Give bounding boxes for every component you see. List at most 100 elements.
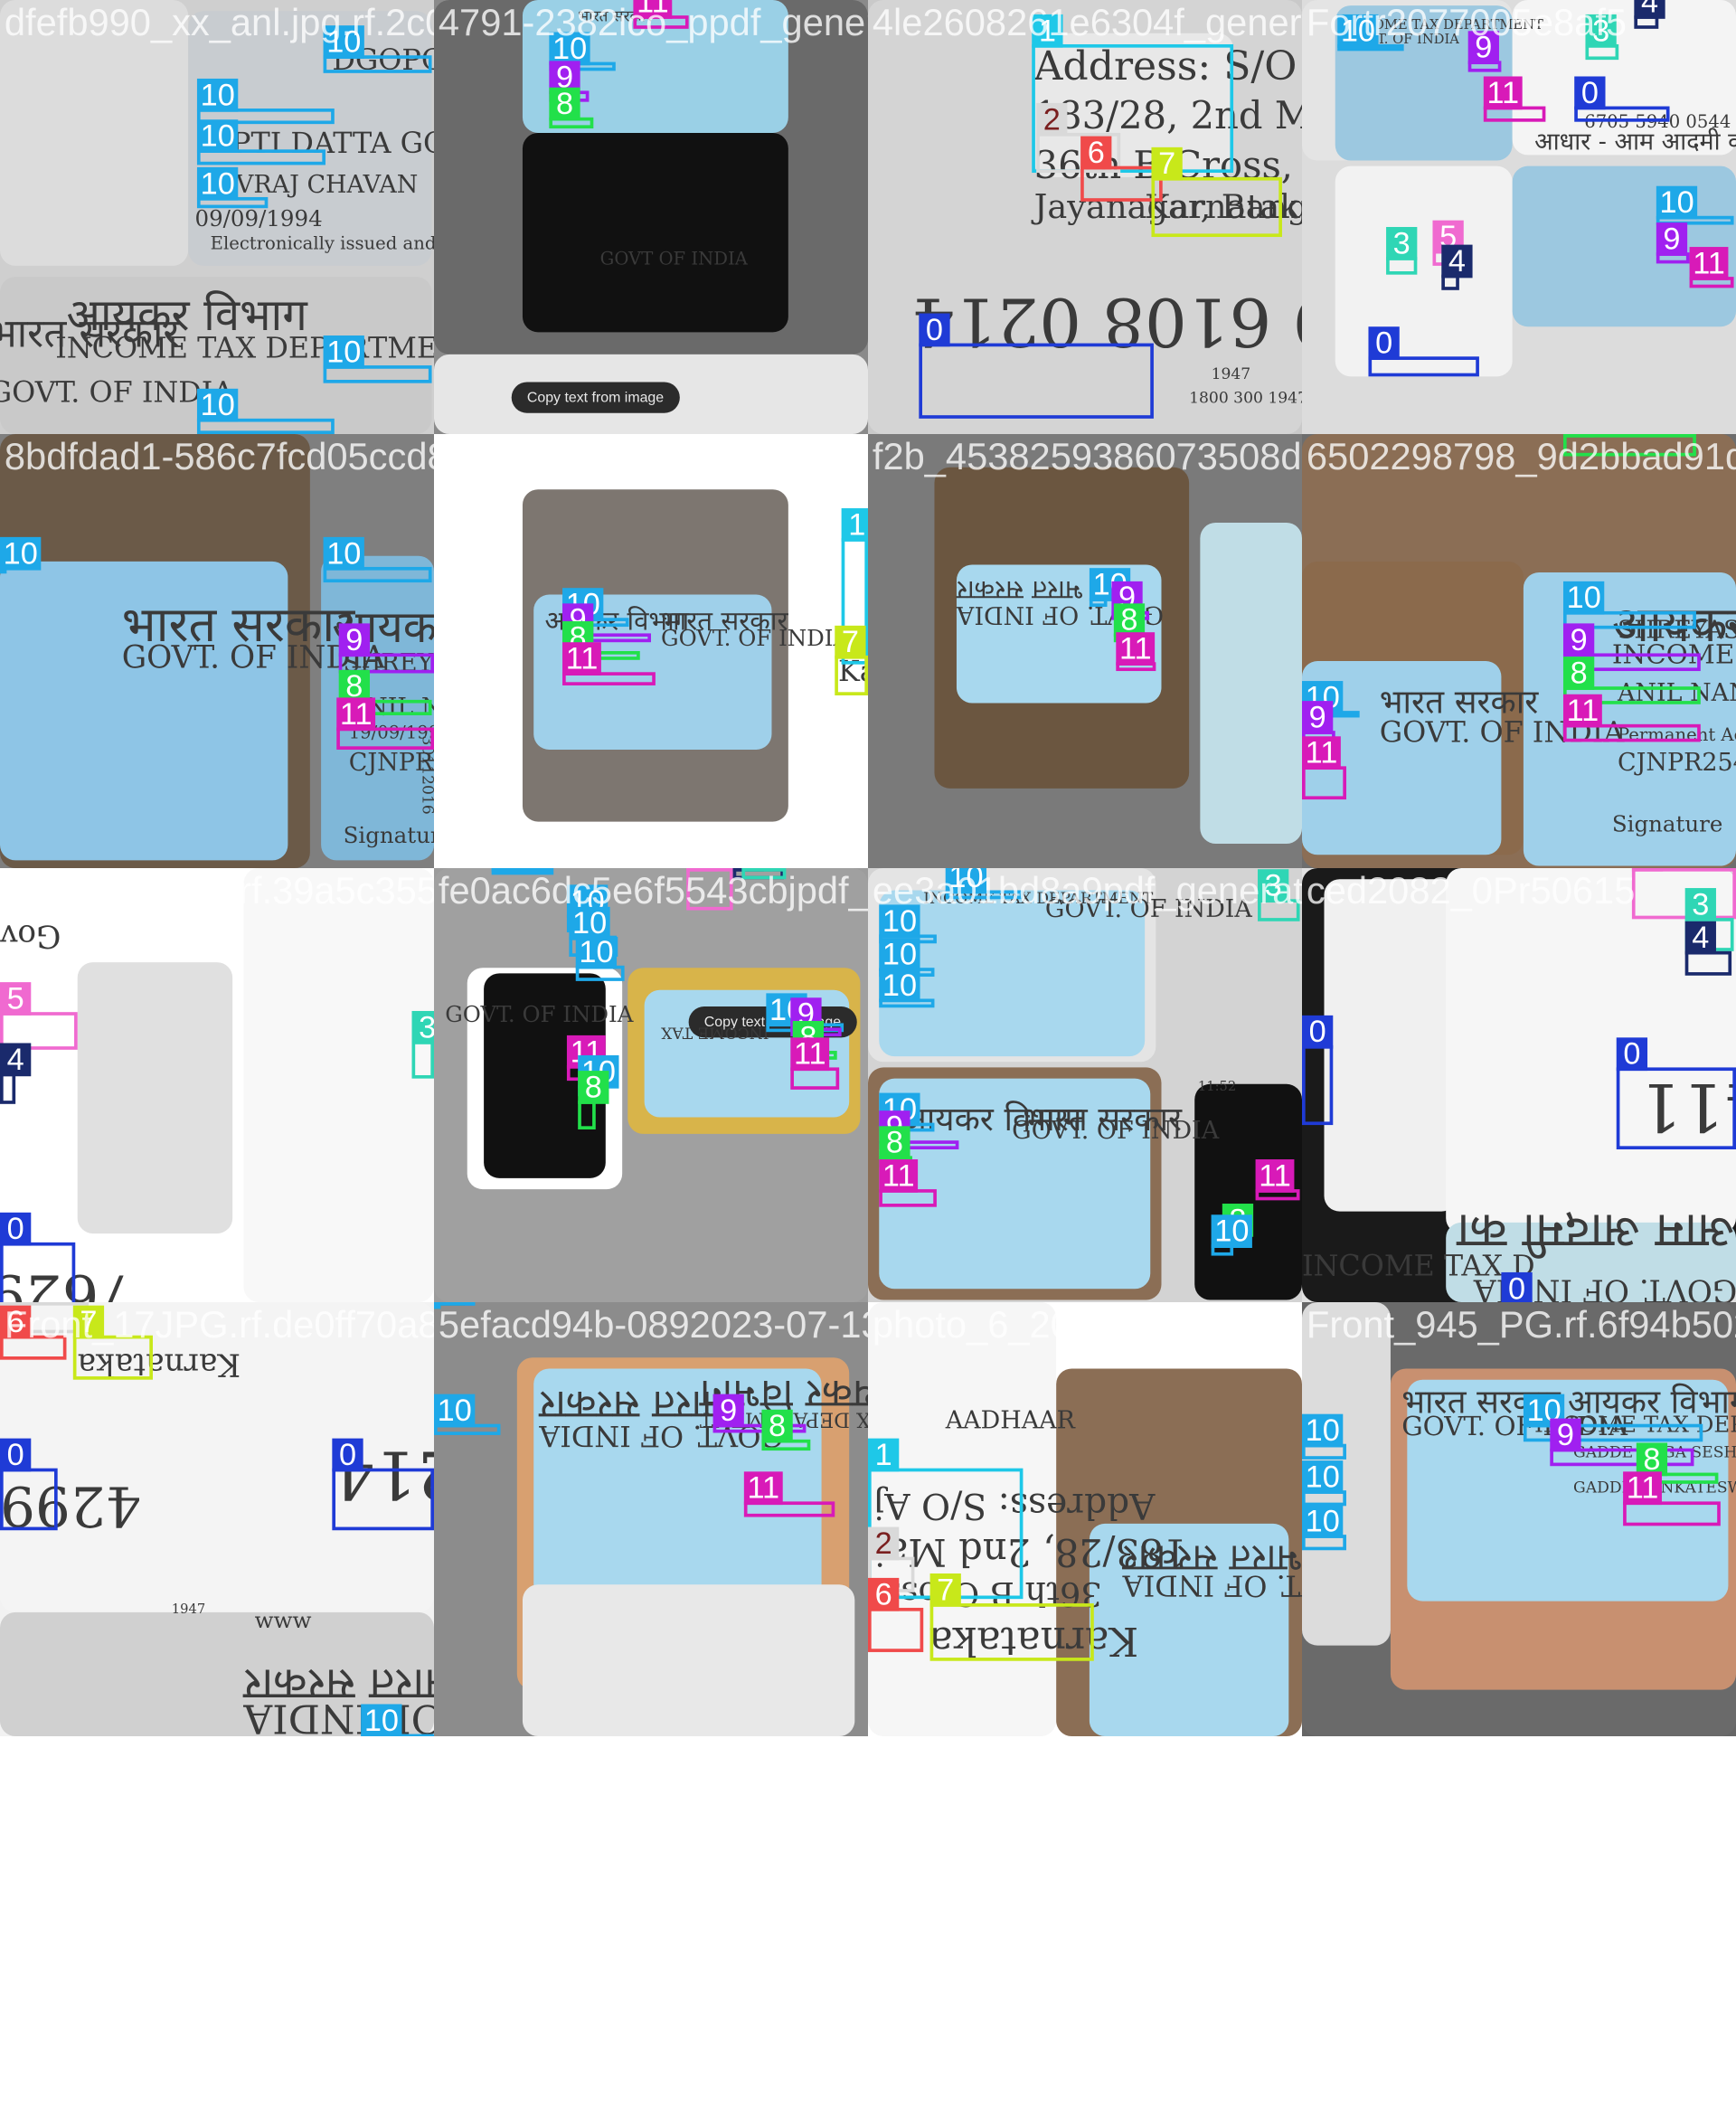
class-id-label: 10 — [324, 335, 364, 369]
class-id-label: 0 — [1574, 76, 1605, 109]
document-text: INCOME TAX — [661, 1023, 769, 1041]
tile-filename-caption: 6502298798_9d2bbad91dc9 — [1307, 436, 1736, 478]
detection-box: 10 — [197, 419, 335, 434]
document-text: GOVT OF INDIA — [600, 248, 748, 269]
class-id-label: 10 — [879, 938, 920, 971]
mosaic-tile: INCOME TAX DEPARTMENT GOVT. OF INDIA आयकर … — [868, 868, 1302, 1302]
class-id-label: 11 — [1690, 247, 1729, 280]
detection-box: 11 — [1563, 724, 1701, 742]
class-id-label: 7 — [835, 626, 865, 659]
class-id-label: 9 — [1656, 222, 1687, 256]
document-photo — [523, 1584, 854, 1736]
detection-box: 11 — [1116, 662, 1156, 671]
class-id-label: 11 — [1302, 736, 1341, 770]
class-id-label: 4 — [1441, 245, 1472, 279]
detection-box: 10 — [879, 998, 934, 1007]
class-id-label: 0 — [919, 314, 949, 347]
class-id-label: 10 — [197, 167, 238, 201]
document-text: Gov — [0, 918, 61, 954]
detection-box: 7 — [930, 1603, 1094, 1661]
mosaic-tile: भारत सरकारGOVT. OF INDIAआयकर विभागINCOME… — [434, 1302, 868, 1736]
class-id-label: 10 — [197, 79, 238, 112]
detection-box: 11 — [790, 1067, 839, 1089]
detection-box: 11 — [1623, 1501, 1721, 1526]
detection-box: 0 — [1574, 107, 1669, 122]
class-id-label: 11 — [1256, 1159, 1295, 1193]
detection-box: 0 — [0, 1243, 75, 1302]
detection-box: 9 — [1656, 252, 1690, 263]
class-id-label: 8 — [1563, 657, 1594, 690]
document-text: GOVT. OF INDIA — [1123, 1568, 1302, 1602]
class-id-label: 0 — [1617, 1037, 1647, 1071]
class-id-label: 2 — [1036, 103, 1067, 137]
document-photo — [1324, 879, 1457, 1211]
class-id-label: 10 — [0, 537, 41, 571]
class-id-label: 10 — [197, 119, 238, 153]
document-text: www — [255, 1607, 312, 1633]
tile-filename-caption: Front_945_PG.rf.6f94b5025 — [1307, 1304, 1736, 1346]
document-text: 1947 — [172, 1602, 205, 1617]
class-id-label: 5 — [1632, 868, 1663, 872]
mosaic-tile: भारत सरकार GOVT. OF INDIA 10 9 8 11 f2b_453825… — [868, 434, 1302, 868]
detection-box: 10 — [1337, 44, 1403, 51]
detection-box: 11 — [1690, 277, 1734, 288]
detection-box: 0 — [0, 1469, 58, 1531]
class-id-label: 0 — [0, 1213, 31, 1246]
detection-box: 10 — [576, 966, 625, 981]
detection-box: 10 — [1302, 1535, 1346, 1550]
detection-box: 11 — [744, 1501, 835, 1517]
class-id-label: 7 — [930, 1573, 961, 1607]
mosaic-tile: आयकर विभागINCOME TAX DEPARTMENTSHREYAS A… — [1302, 434, 1736, 868]
detection-box: 11 — [1484, 107, 1546, 122]
detection-box: 7 — [835, 656, 868, 695]
class-id-label: 11 — [336, 697, 375, 731]
document-photo — [243, 868, 434, 1302]
detection-box: 3 — [1386, 257, 1417, 275]
class-id-label: 7 — [1151, 147, 1182, 181]
detection-box: 4 — [1685, 951, 1731, 976]
document-photo — [1200, 523, 1302, 844]
class-id-label: 11 — [562, 642, 601, 676]
detection-box: 9 — [1550, 1449, 1694, 1467]
mosaic-tile: AADHAAR Address: S/O Aj 183/28, 2nd Mai 36t… — [868, 1302, 1302, 1736]
class-id-label: 9 — [1550, 1419, 1580, 1452]
document-text: GOVT. OF INDIA — [243, 1696, 434, 1736]
class-id-label: 10 — [1302, 1505, 1343, 1538]
mosaic-tile: 598 1411आधार - आम आदमी काGOVT. OF INDIAI… — [1302, 868, 1736, 1302]
class-id-label: 1 — [868, 1439, 899, 1472]
class-id-label: 11 — [1484, 76, 1523, 109]
tile-filename-caption: Fortr2077005e8af5 — [1307, 2, 1627, 44]
class-id-label: 6 — [1080, 137, 1111, 170]
detection-box: 10 — [197, 197, 268, 208]
class-id-label: 9 — [1563, 623, 1594, 657]
tile-filename-caption: 4791-2382ico_ppdf_generated — [439, 2, 868, 44]
detection-box: 10 — [1302, 1444, 1346, 1460]
detection-box: 8 — [761, 1440, 810, 1450]
mosaic-tile: आधार - आम आदमी का अधिकार6705 5940 0544IN… — [1302, 0, 1736, 434]
detection-box: 0 — [1302, 1045, 1333, 1125]
tile-filename-caption: 4le2608261e6304f_generated — [873, 2, 1302, 44]
detection-box: 8 — [578, 1101, 596, 1129]
class-id-label: 5 — [0, 982, 31, 1016]
class-id-label: 4 — [1634, 0, 1665, 19]
mosaic-tile: Gov76295430Front_17JPG.rf.39a5c355d6 — [0, 868, 434, 1302]
document-text: 11:52 — [1198, 1079, 1236, 1094]
copy-text-pill: Copy text from image — [512, 382, 680, 412]
mosaic-tile: Address: S/O Ajit Gera,183/28, 2nd Main … — [868, 0, 1302, 434]
class-id-label: 0 — [1302, 1016, 1333, 1049]
detection-box: 10 — [324, 567, 432, 582]
class-id-label: 2 — [868, 1527, 899, 1561]
mosaic-tile: आयकर विभागINCOME TAX DEPARTMENTभारत सरका… — [0, 0, 434, 434]
detection-box: 10 — [0, 567, 6, 573]
class-id-label: 1 — [842, 508, 868, 542]
class-id-label: 8 — [879, 1126, 910, 1159]
class-id-label: 11 — [790, 1037, 829, 1071]
detection-box: 7 — [1151, 177, 1281, 237]
document-text: AADHAAR — [946, 1407, 1075, 1435]
document-text: INCOME TAX D — [1302, 1250, 1535, 1283]
tile-filename-caption: ced2082_0Pr50615 — [1307, 870, 1635, 912]
class-id-label: 10 — [1656, 186, 1697, 220]
class-id-label: 10 — [1212, 1214, 1252, 1248]
